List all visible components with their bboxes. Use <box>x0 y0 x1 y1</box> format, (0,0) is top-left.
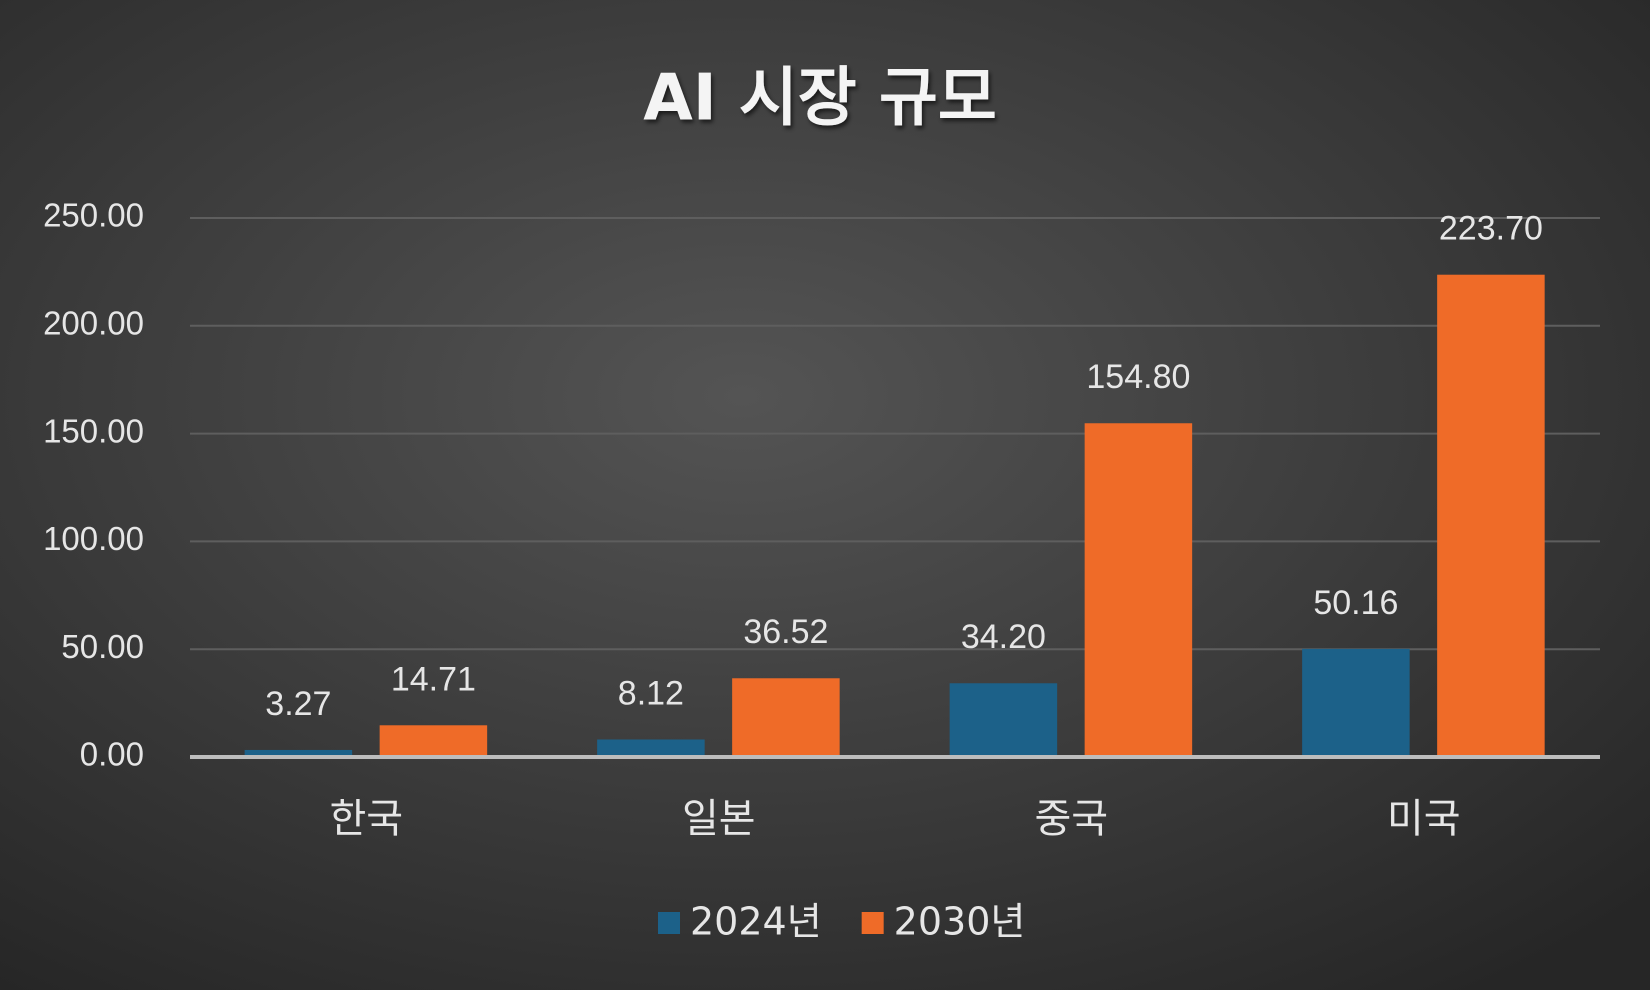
value-label: 36.52 <box>743 613 828 651</box>
value-label: 50.16 <box>1313 584 1398 622</box>
y-tick-label: 100.00 <box>43 520 144 557</box>
x-tick-label: 일본 <box>682 796 756 842</box>
bar <box>1302 648 1410 757</box>
y-tick-label: 250.00 <box>43 197 144 234</box>
x-tick-label: 한국 <box>329 796 403 842</box>
y-tick-label: 200.00 <box>43 305 144 342</box>
bar <box>244 749 353 757</box>
x-tick-label: 미국 <box>1387 796 1461 842</box>
value-label: 34.20 <box>961 618 1046 656</box>
bar <box>379 725 488 757</box>
value-label: 8.12 <box>618 674 684 712</box>
y-tick-label: 150.00 <box>43 412 144 449</box>
legend-swatch <box>658 912 680 934</box>
value-label: 223.70 <box>1439 210 1543 248</box>
y-tick-label: 50.00 <box>61 628 144 665</box>
value-label: 14.71 <box>391 660 476 698</box>
legend-label: 2030년 <box>894 900 1026 944</box>
legend-label: 2024년 <box>690 900 822 944</box>
x-tick-label: 중국 <box>1034 796 1108 842</box>
legend-swatch <box>861 912 884 934</box>
bar <box>1084 423 1193 757</box>
y-tick-label: 0.00 <box>80 736 144 773</box>
bar <box>949 683 1058 757</box>
bar <box>732 678 840 757</box>
bar <box>597 739 705 757</box>
chart-title: AI 시장 규모 <box>643 62 996 136</box>
value-label: 154.80 <box>1086 358 1190 396</box>
bar <box>1437 274 1545 757</box>
value-label: 3.27 <box>265 685 331 723</box>
